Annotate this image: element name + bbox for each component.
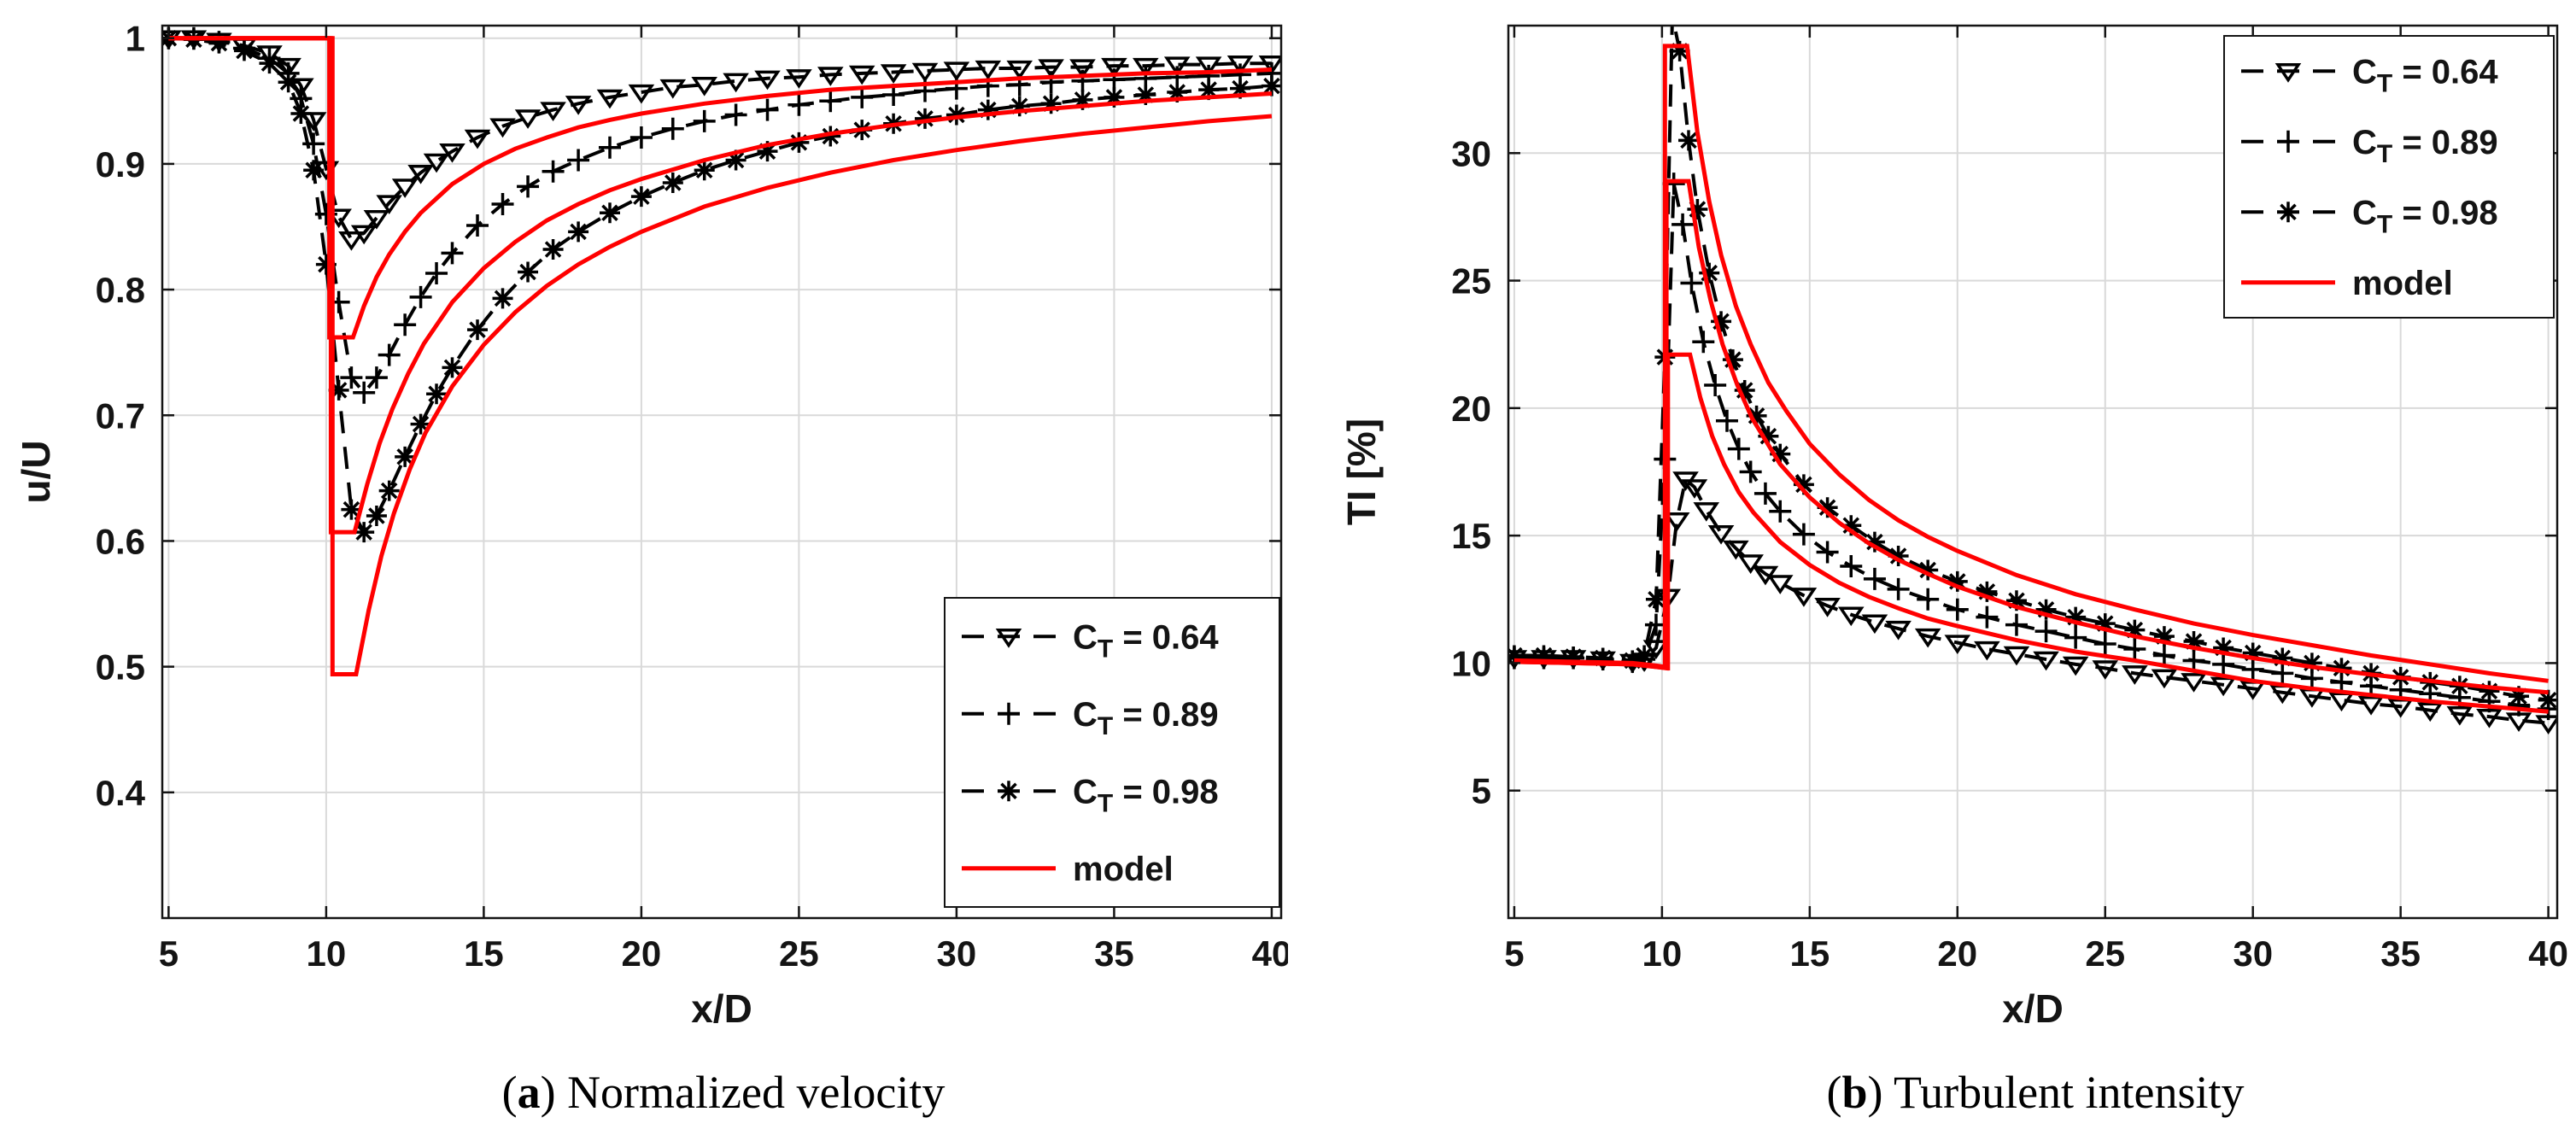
series-line-model_ct064 bbox=[168, 36, 1273, 340]
caption-a-prefix: ( bbox=[501, 1067, 518, 1118]
tick-labels: 5 10 15 20 25 30 35 40 0.4 0.5 0.6 0.7 0.8 0.9 1 bbox=[96, 19, 1288, 974]
asterisk-icon bbox=[2278, 202, 2298, 223]
y-axis-label: TI [%] bbox=[1339, 418, 1384, 525]
y-tick-label: 10 bbox=[1451, 643, 1491, 683]
x-tick-label: 30 bbox=[937, 933, 977, 974]
series-line-model_ct098 bbox=[1513, 44, 2549, 683]
y-tick-label: 0.7 bbox=[96, 395, 145, 436]
legend: CT = 0.64 CT = 0.89 CT = 0.98 model bbox=[2223, 35, 2555, 319]
x-tick-label: 35 bbox=[1094, 933, 1134, 974]
x-tick-label: 20 bbox=[622, 933, 662, 974]
y-tick-label: 30 bbox=[1451, 133, 1491, 173]
caption-a-suffix: ) bbox=[540, 1067, 568, 1118]
axes-box bbox=[161, 24, 1283, 920]
x-tick-label: 10 bbox=[307, 933, 347, 974]
series-line-les_ct098 bbox=[168, 36, 1273, 535]
x-tick-label: 35 bbox=[2380, 933, 2421, 974]
series-group bbox=[1508, 26, 2557, 735]
y-tick-label: 15 bbox=[1451, 516, 1491, 556]
chart-panels: 5 10 15 20 25 30 35 40 0.4 0.5 0.6 0.7 0.8 0.9 1 x/D u/U… bbox=[0, 0, 2576, 1025]
y-tick-label: 0.5 bbox=[96, 647, 145, 687]
panel-a: 5 10 15 20 25 30 35 40 0.4 0.5 0.6 0.7 0.8 0.9 1 x/D u/U… bbox=[0, 0, 1288, 1025]
legend-label: CT = 0.64 bbox=[1073, 618, 1219, 663]
legend-label: CT = 0.89 bbox=[2352, 124, 2498, 168]
caption-b-prefix: ( bbox=[1826, 1067, 1842, 1118]
x-tick-label: 15 bbox=[464, 933, 504, 974]
x-tick-label: 10 bbox=[1642, 933, 1683, 974]
caption-a-letter: a bbox=[517, 1067, 541, 1118]
series-line-model_ct089 bbox=[1513, 178, 2549, 695]
tick-labels: 5 10 15 20 25 30 35 40 5 10 15 20 25 30 bbox=[1451, 133, 2568, 974]
caption-b: (b) Turbulent intensity bbox=[1826, 1066, 2244, 1119]
turbulent-intensity-chart: 5 10 15 20 25 30 35 40 5 10 15 20 25 30 x/D TI [%] CT = … bbox=[1339, 24, 2568, 1025]
plus-icon bbox=[2277, 130, 2299, 153]
x-tick-label: 40 bbox=[2528, 933, 2568, 974]
legend-label: model bbox=[2352, 265, 2453, 302]
x-tick-label: 20 bbox=[1937, 933, 1977, 974]
triangle-down-icon bbox=[995, 629, 1022, 648]
x-tick-label: 30 bbox=[2233, 933, 2273, 974]
legend-box bbox=[2223, 35, 2555, 319]
asterisk-icon bbox=[998, 781, 1019, 802]
axes-box bbox=[1507, 24, 2559, 920]
x-tick-label: 25 bbox=[779, 933, 819, 974]
x-tick-label: 5 bbox=[1504, 933, 1524, 974]
series-line-model_ct064 bbox=[1513, 352, 2549, 714]
x-axis-label: x/D bbox=[2002, 986, 2064, 1025]
x-tick-label: 15 bbox=[1789, 933, 1830, 974]
series-line-model_ct098 bbox=[168, 36, 1273, 676]
x-tick-label: 40 bbox=[1252, 933, 1288, 974]
x-axis-label: x/D bbox=[691, 986, 752, 1025]
y-tick-label: 20 bbox=[1451, 389, 1491, 429]
normalized-velocity-chart: 5 10 15 20 25 30 35 40 0.4 0.5 0.6 0.7 0.8 0.9 1 x/D u/U… bbox=[14, 19, 1288, 1025]
panel-b: 5 10 15 20 25 30 35 40 5 10 15 20 25 30 x/D TI [%] CT = … bbox=[1288, 0, 2576, 1025]
series-line-model_ct089 bbox=[168, 36, 1273, 535]
caption-a-text: Normalized velocity bbox=[567, 1067, 946, 1118]
grid-lines bbox=[1508, 26, 2557, 918]
caption-b-letter: b bbox=[1841, 1067, 1868, 1118]
caption-a: (a) Normalized velocity bbox=[502, 1066, 946, 1119]
legend: CT = 0.64 CT = 0.89 CT = 0.98 model bbox=[944, 597, 1280, 908]
legend-label: CT = 0.89 bbox=[1073, 696, 1219, 740]
x-tick-label: 5 bbox=[159, 933, 179, 974]
y-tick-label: 0.8 bbox=[96, 270, 145, 310]
y-tick-label: 1 bbox=[126, 19, 145, 59]
y-tick-label: 0.6 bbox=[96, 521, 145, 561]
triangle-down-icon bbox=[2274, 63, 2302, 83]
legend-label: CT = 0.98 bbox=[2352, 194, 2498, 238]
y-axis-label: u/U bbox=[14, 440, 58, 503]
legend-box bbox=[944, 597, 1280, 908]
y-tick-label: 25 bbox=[1451, 261, 1491, 301]
series-line-les_ct098 bbox=[1513, 26, 2549, 702]
y-tick-label: 0.9 bbox=[96, 144, 145, 184]
tick-marks bbox=[162, 26, 1281, 918]
plus-icon bbox=[998, 702, 1020, 725]
legend-label: CT = 0.98 bbox=[1073, 773, 1219, 817]
x-tick-label: 25 bbox=[2085, 933, 2125, 974]
tick-marks bbox=[1508, 26, 2557, 918]
y-tick-label: 0.4 bbox=[96, 773, 146, 813]
caption-b-text: Turbulent intensity bbox=[1894, 1067, 2245, 1118]
caption-b-suffix: ) bbox=[1867, 1067, 1894, 1118]
series-line-les_ct064 bbox=[168, 36, 1272, 242]
legend-label: model bbox=[1073, 851, 1174, 888]
y-tick-label: 5 bbox=[1472, 771, 1491, 811]
legend-label: CT = 0.64 bbox=[2352, 53, 2498, 97]
